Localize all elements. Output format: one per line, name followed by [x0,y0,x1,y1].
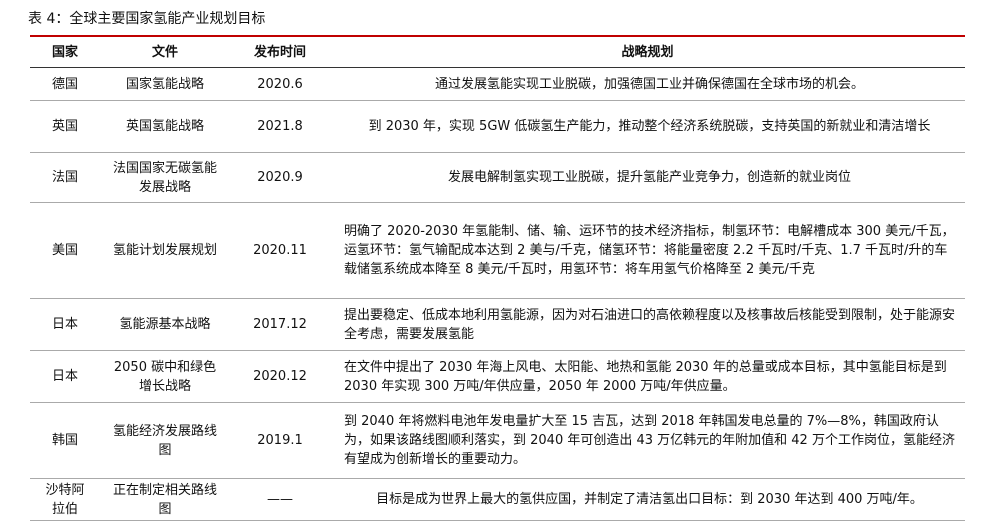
table-cell: —— [230,478,330,521]
table-cell: 提出要稳定、低成本地利用氢能源，因为对石油进口的高依赖程度以及核事故后核能受到限… [330,298,965,351]
cell-text: 提出要稳定、低成本地利用氢能源，因为对石油进口的高依赖程度以及核事故后核能受到限… [344,307,956,342]
table-cell: 2019.1 [230,402,330,479]
cell-text: 2020.6 [257,76,303,92]
table-cell: 到 2030 年，实现 5GW 低碳氢生产能力，推动整个经济系统脱碳，支持英国的… [330,100,965,153]
cell-text: 通过发展氢能实现工业脱碳，加强德国工业并确保德国在全球市场的机会。 [434,76,864,92]
table-cell: 氢能经济发展路线图 [100,402,230,479]
table-row: 韩国 氢能经济发展路线图 2019.1 到 2040 年将燃料电池年发电量扩大至 15… [30,402,965,479]
cell-text: 氢能计划发展规划 [112,243,217,258]
cell-text: 到 2030 年，实现 5GW 低碳氢生产能力，推动整个经济系统脱碳，支持英国的… [368,119,931,134]
cell-text: 2020.11 [253,243,307,258]
cell-text: 2021.8 [257,119,303,134]
cell-text: 2017.12 [253,317,307,332]
cell-text: 明确了 2020-2030 年氢能制、储、输、运环节的技术经济指标，制氢环节：电… [344,224,955,277]
table-cell: 美国 [30,202,100,299]
cell-text: 日本 [51,317,78,332]
table-cell: 英国氢能战略 [100,100,230,153]
table-cell: 韩国 [30,402,100,479]
cell-text: 2019.1 [257,433,303,448]
table-body: 德国 国家氢能战略 2020.6 通过发展氢能实现工业脱碳，加强德国工业并确保德国在全… [30,67,965,521]
cell-text: 目标是成为世界上最大的氢供应国，并制定了清洁氢出口目标：到 2030 年达到 4… [376,492,923,507]
cell-text: 2020.9 [257,170,303,185]
table-cell: 明确了 2020-2030 年氢能制、储、输、运环节的技术经济指标，制氢环节：电… [330,202,965,299]
header-cell: 文件 [151,44,178,60]
cell-text: 法国 [51,170,78,185]
cell-text: 氢能源基本战略 [119,317,211,332]
table-cell: 法国 [30,152,100,203]
table-cell: 日本 [30,350,100,403]
table-cell: 在文件中提出了 2030 年海上风电、太阳能、地热和氢能 2030 年的总量或成… [330,350,965,403]
table-row: 日本 氢能源基本战略 2017.12 提出要稳定、低成本地利用氢能源，因为对石油进口的… [30,298,965,351]
header-cell: 发布时间 [253,44,306,60]
table-cell: 2020.12 [230,350,330,403]
cell-text: 美国 [51,243,78,258]
table-cell: 发展电解制氢实现工业脱碳，提升氢能产业竞争力，创造新的就业岗位 [330,152,965,203]
table-cell: 正在制定相关路线图 [100,478,230,521]
table-cell: 2021.8 [230,100,330,153]
table-title: 表 4：全球主要国家氢能产业规划目标 [28,11,266,27]
cell-text: 2050 碳中和绿色增长战略 [113,359,217,394]
table-cell: 2020.6 [230,67,330,101]
table-row: 沙特阿拉伯 正在制定相关路线图 —— 目标是成为世界上最大的氢供应国，并制定了清洁氢出… [30,478,965,521]
cell-text: 法国国家无碳氢能发展战略 [112,160,217,195]
table-row: 美国 氢能计划发展规划 2020.11 明确了 2020-2030 年氢能制、储、输、… [30,202,965,299]
table-cell: 国家氢能战略 [100,67,230,101]
table-cell: 英国 [30,100,100,153]
table-cell: 2017.12 [230,298,330,351]
table-row: 法国 法国国家无碳氢能发展战略 2020.9 发展电解制氢实现工业脱碳，提升氢能产业竞… [30,152,965,203]
table-cell: 氢能源基本战略 [100,298,230,351]
table-header: 国家 文件 发布时间 战略规划 [30,36,965,68]
table-cell: 法国国家无碳氢能发展战略 [100,152,230,203]
table-cell: 2020.9 [230,152,330,203]
cell-text: 氢能经济发展路线图 [112,423,217,458]
plan-table: 国家 文件 发布时间 战略规划 德国 国家氢能战略 2020.6 通过发展氢能实现工业脱碳，… [30,35,965,521]
table-row: 日本 2050 碳中和绿色增长战略 2020.12 在文件中提出了 2030 年海上风… [30,350,965,403]
table-cell: 日本 [30,298,100,351]
table-row: 英国 英国氢能战略 2021.8 到 2030 年，实现 5GW 低碳氢生产能力，推动… [30,100,965,153]
cell-text: 发展电解制氢实现工业脱碳，提升氢能产业竞争力，创造新的就业岗位 [447,170,851,185]
table-cell: 氢能计划发展规划 [100,202,230,299]
header-cell: 国家 [51,44,78,60]
cell-text: 到 2040 年将燃料电池年发电量扩大至 15 吉瓦，达到 2018 年韩国发电… [344,414,955,467]
table-cell: 目标是成为世界上最大的氢供应国，并制定了清洁氢出口目标：到 2030 年达到 4… [330,478,965,521]
table-row: 德国 国家氢能战略 2020.6 通过发展氢能实现工业脱碳，加强德国工业并确保德国在全… [30,67,965,101]
cell-text: 英国氢能战略 [125,119,204,134]
table-cell: 沙特阿拉伯 [30,478,100,521]
table-cell: 2050 碳中和绿色增长战略 [100,350,230,403]
cell-text: 沙特阿拉伯 [45,482,85,517]
cell-text: 国家氢能战略 [125,76,204,92]
header-cell: 战略规划 [621,44,674,60]
cell-text: 2020.12 [253,369,307,384]
header-row: 国家 文件 发布时间 战略规划 [30,36,965,68]
cell-text: 英国 [51,119,78,134]
table-cell: 2020.11 [230,202,330,299]
cell-text: 在文件中提出了 2030 年海上风电、太阳能、地热和氢能 2030 年的总量或成… [344,359,947,394]
cell-text: —— [267,492,293,507]
table-cell: 通过发展氢能实现工业脱碳，加强德国工业并确保德国在全球市场的机会。 [330,67,965,101]
cell-text: 日本 [51,369,78,384]
cell-text: 韩国 [51,433,78,448]
table-cell: 到 2040 年将燃料电池年发电量扩大至 15 吉瓦，达到 2018 年韩国发电… [330,402,965,479]
table-cell: 德国 [30,67,100,101]
cell-text: 正在制定相关路线图 [112,482,217,517]
cell-text: 德国 [51,76,78,92]
